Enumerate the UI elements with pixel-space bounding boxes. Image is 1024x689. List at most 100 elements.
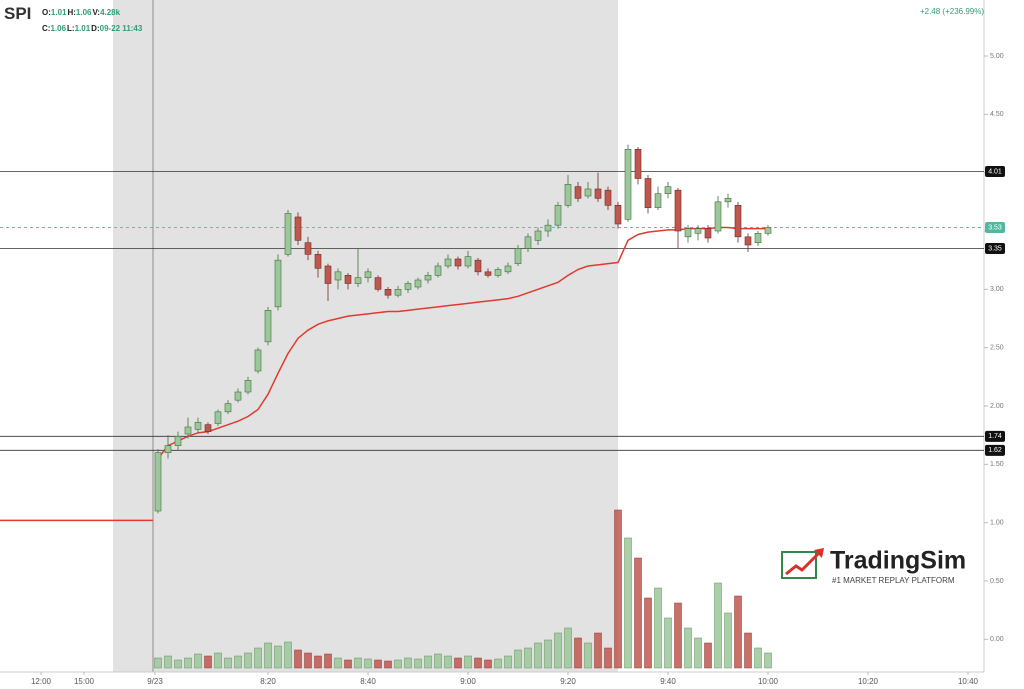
volume-bar — [604, 647, 612, 669]
logo-arrowhead — [814, 548, 824, 558]
volume-bar — [384, 660, 392, 669]
price-change: +2.48 (+236.99%) — [919, 7, 984, 16]
candle-body — [524, 236, 532, 249]
symbol: SPI — [4, 4, 32, 23]
volume-bar — [154, 657, 162, 669]
candle-body — [304, 242, 312, 255]
volume-bar — [274, 645, 282, 669]
candle-body — [374, 277, 382, 290]
candle-body — [354, 277, 362, 284]
candle-body — [574, 186, 582, 199]
volume-bar — [654, 587, 662, 669]
candle-body — [474, 259, 482, 273]
candle-body — [214, 411, 222, 424]
volume-bar — [324, 653, 332, 669]
volume-bar — [354, 657, 362, 669]
candle-body — [654, 193, 662, 208]
level-tag — [985, 430, 1005, 442]
volume-bar — [434, 653, 442, 669]
level-tag — [985, 243, 1005, 254]
volume-bar — [554, 632, 562, 669]
volume-bar — [644, 597, 652, 669]
info-value: 1.06 — [75, 8, 92, 17]
logo-tagline: #1 MARKET REPLAY PLATFORM — [832, 576, 955, 585]
ohlc-row: O:1.01H:1.06V:4.28k — [42, 8, 121, 17]
volume-bar — [424, 655, 432, 669]
volume-bar — [694, 637, 702, 669]
volume-bar — [444, 655, 452, 669]
candle-body — [234, 391, 242, 401]
volume-bar — [674, 602, 682, 669]
candle-body — [534, 230, 542, 241]
candle-body — [334, 271, 342, 281]
last-price-tag — [985, 222, 1005, 233]
volume-bar — [474, 657, 482, 669]
level-label: 4.01 — [988, 168, 1002, 175]
candle-body — [404, 283, 412, 290]
volume-bar — [214, 652, 222, 669]
x-tick-label: 15:00 — [74, 677, 95, 686]
candle-body — [554, 205, 562, 226]
info-value: 09-22 11:43 — [99, 24, 143, 33]
volume-bar — [344, 659, 352, 669]
volume-bar — [524, 647, 532, 669]
volume-bar — [614, 509, 622, 669]
volume-bar — [464, 655, 472, 669]
volume-bar — [394, 659, 402, 669]
candle-body — [624, 149, 632, 220]
candle-body — [644, 178, 652, 208]
volume-bar — [294, 649, 302, 669]
volume-bar — [534, 642, 542, 669]
volume-bar — [304, 652, 312, 669]
candle-body — [264, 310, 272, 343]
volume-bar — [364, 658, 372, 669]
info-label: O: — [42, 8, 51, 17]
volume-bar — [374, 659, 382, 669]
candle-body — [184, 426, 192, 435]
volume-bar — [664, 617, 672, 669]
candle-body — [174, 436, 182, 446]
candle-body — [294, 216, 302, 241]
candle-body — [284, 213, 292, 255]
logo-name: TradingSim — [830, 547, 966, 575]
level-tag — [985, 166, 1005, 177]
candle-body — [344, 275, 352, 284]
candle-body — [314, 254, 322, 269]
volume-bar — [744, 632, 752, 669]
y-tick-label: 2.00 — [990, 403, 1004, 410]
volume-bar — [564, 627, 572, 669]
level-label: 1.74 — [988, 433, 1002, 440]
volume-bar — [194, 653, 202, 669]
candle-body — [454, 258, 462, 267]
volume-bar — [514, 649, 522, 669]
candle-body — [634, 149, 642, 179]
volume-bar — [454, 657, 462, 669]
volume-bar — [724, 612, 732, 669]
x-tick-label: 9/23 — [147, 677, 163, 686]
candle-body — [734, 205, 742, 238]
candle-body — [394, 289, 402, 296]
volume-bar — [164, 655, 172, 669]
y-tick-label: 1.00 — [990, 520, 1004, 527]
candle-body — [244, 380, 252, 393]
candle-body — [464, 256, 472, 267]
volume-bar — [704, 642, 712, 669]
candle-body — [194, 422, 202, 430]
x-tick-label: 10:40 — [958, 677, 979, 686]
x-tick-label: 9:00 — [460, 677, 476, 686]
volume-bar — [234, 655, 242, 669]
volume-bar — [174, 659, 182, 669]
candle-body — [484, 271, 492, 276]
logo-arrow — [785, 550, 822, 576]
volume-bar — [484, 659, 492, 669]
volume-bar — [284, 641, 292, 669]
candle-body — [544, 224, 552, 232]
logo: TradingSim#1 MARKET REPLAY PLATFORM — [781, 547, 966, 585]
volume-bar — [494, 658, 502, 669]
x-tick-label: 12:00 — [31, 677, 52, 686]
volume-bar — [414, 658, 422, 669]
volume-bar — [544, 639, 552, 669]
volume-bar — [754, 647, 762, 669]
candle-body — [614, 205, 622, 225]
x-tick-label: 10:00 — [758, 677, 779, 686]
